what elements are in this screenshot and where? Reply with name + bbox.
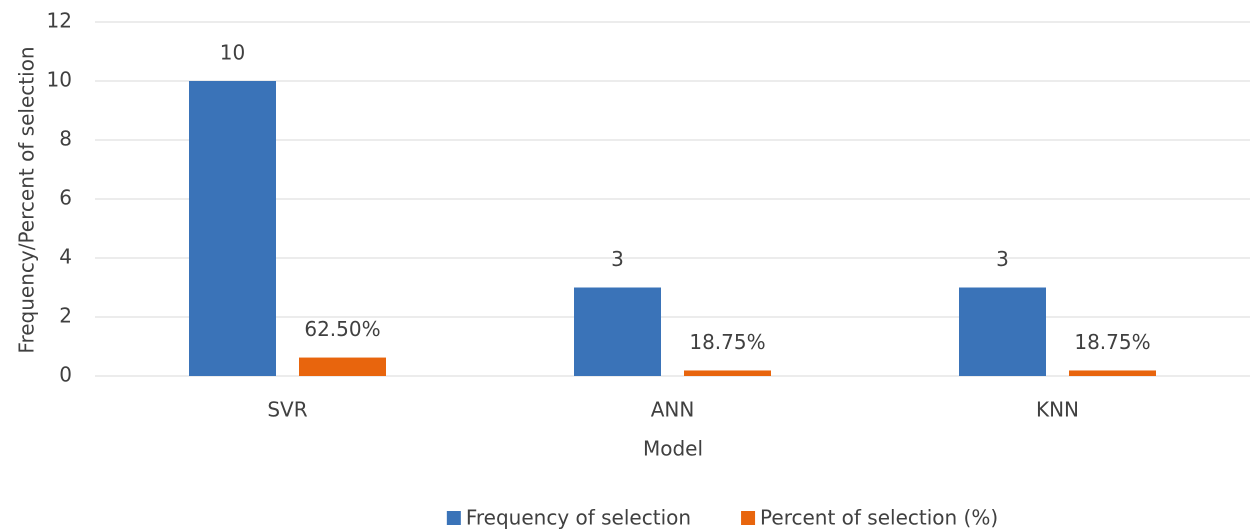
data-label: 10 <box>220 41 245 65</box>
legend-swatch <box>741 511 756 525</box>
legend-label: Percent of selection (%) <box>760 506 998 530</box>
y-tick-label: 12 <box>47 9 72 33</box>
y-tick-label: 10 <box>47 68 72 92</box>
y-tick-label: 2 <box>59 304 72 328</box>
bar <box>299 357 386 376</box>
data-label: 3 <box>996 247 1009 271</box>
data-label: 18.75% <box>1074 330 1150 354</box>
data-label: 3 <box>611 247 624 271</box>
y-tick-label: 4 <box>59 245 72 269</box>
x-axis-title: Model <box>643 437 703 461</box>
bar <box>684 370 771 376</box>
x-tick-label: SVR <box>267 398 307 422</box>
y-tick-label: 6 <box>59 186 72 210</box>
x-tick-label: KNN <box>1036 398 1079 422</box>
bar <box>574 287 661 376</box>
bar <box>189 81 276 376</box>
data-label: 62.50% <box>304 317 380 341</box>
y-tick-label: 0 <box>59 363 72 387</box>
legend-label: Frequency of selection <box>466 506 691 530</box>
x-tick-label: ANN <box>651 398 695 422</box>
data-label: 18.75% <box>689 330 765 354</box>
bar <box>959 287 1046 376</box>
y-tick-label: 8 <box>59 127 72 151</box>
y-axis-title: Frequency/Percent of selection <box>15 46 39 353</box>
bar <box>1069 370 1156 376</box>
legend-swatch <box>446 511 461 525</box>
